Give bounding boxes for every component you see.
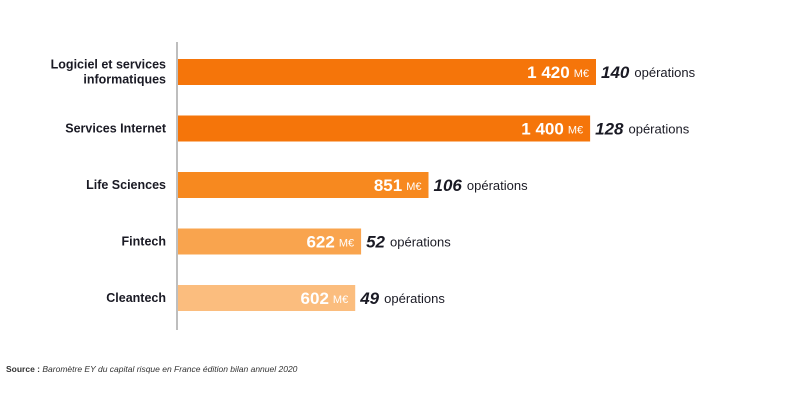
operations-label: opérations bbox=[384, 291, 445, 306]
operations-count: 49 bbox=[359, 289, 379, 308]
operations-count: 106 bbox=[434, 176, 463, 195]
category-label: Fintech bbox=[122, 235, 166, 249]
source-note: Source : Baromètre EY du capital risque … bbox=[6, 364, 297, 374]
operations-label: opérations bbox=[390, 235, 451, 250]
operations-label: opérations bbox=[634, 65, 695, 80]
category-label: informatiques bbox=[83, 73, 166, 87]
value-unit: M€ bbox=[406, 181, 421, 193]
source-label: Source : bbox=[6, 364, 41, 374]
value-label: 622 bbox=[306, 233, 334, 252]
bar bbox=[178, 285, 356, 311]
value-unit: M€ bbox=[574, 68, 589, 80]
bar bbox=[178, 172, 429, 198]
value-unit: M€ bbox=[339, 238, 354, 250]
category-label: Services Internet bbox=[65, 122, 167, 136]
value-label: 851 bbox=[374, 176, 402, 195]
value-unit: M€ bbox=[568, 125, 583, 137]
category-label: Life Sciences bbox=[86, 178, 166, 192]
bar bbox=[178, 59, 596, 85]
operations-count: 140 bbox=[601, 63, 630, 82]
operations-label: opérations bbox=[467, 178, 528, 193]
bar bbox=[178, 115, 591, 142]
category-label: Logiciel et services bbox=[51, 58, 166, 72]
operations-count: 128 bbox=[595, 120, 624, 139]
source-text: Baromètre EY du capital risque en France… bbox=[42, 364, 298, 374]
operations-count: 52 bbox=[366, 233, 385, 252]
bar bbox=[178, 228, 362, 255]
value-label: 1 400 bbox=[521, 120, 564, 139]
operations-label: opérations bbox=[628, 122, 689, 137]
value-label: 602 bbox=[301, 289, 329, 308]
category-label: Cleantech bbox=[106, 291, 166, 305]
value-label: 1 420 bbox=[527, 63, 570, 82]
value-unit: M€ bbox=[333, 294, 348, 306]
